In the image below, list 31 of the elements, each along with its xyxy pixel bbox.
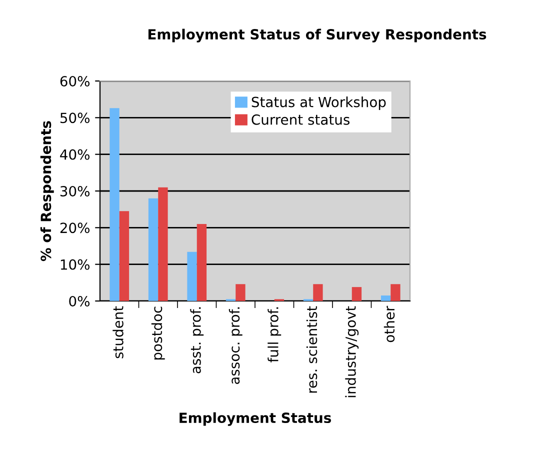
x-tick-label: full prof. bbox=[268, 307, 282, 362]
bar bbox=[110, 108, 120, 301]
y-tick-label: 30% bbox=[60, 186, 90, 196]
y-tick-label: 0% bbox=[69, 296, 90, 306]
y-tick-label: 10% bbox=[60, 259, 90, 270]
bar bbox=[148, 198, 158, 301]
x-tick-label: assoc. prof. bbox=[228, 307, 242, 384]
bar bbox=[380, 296, 391, 301]
y-tick-label: 20% bbox=[60, 222, 90, 234]
y-tick-label: 60% bbox=[60, 76, 90, 86]
y-tick-label: 40% bbox=[60, 149, 90, 160]
x-tick-label: res. scientist bbox=[306, 306, 318, 393]
x-tick-label: other bbox=[384, 306, 395, 342]
y-tick-label: 50% bbox=[60, 112, 90, 124]
bar bbox=[236, 284, 246, 301]
bar bbox=[187, 252, 197, 301]
x-tick-label: asst. prof. bbox=[190, 307, 204, 374]
chart-title: Employment Status of Survey Respondents bbox=[148, 28, 486, 42]
bar bbox=[313, 284, 323, 301]
x-axis-title: Employment Status bbox=[180, 412, 332, 426]
x-tick-label: postdoc bbox=[151, 306, 165, 360]
bar bbox=[158, 187, 168, 301]
bar bbox=[352, 287, 362, 301]
legend-label: Current status bbox=[252, 114, 350, 125]
bar bbox=[119, 211, 130, 301]
bar bbox=[196, 224, 207, 301]
bar bbox=[390, 284, 400, 301]
y-axis-title: % of Respondents bbox=[40, 121, 54, 262]
x-tick-label: student bbox=[112, 306, 124, 358]
legend-label: Status at Workshop bbox=[252, 96, 386, 110]
x-tick-label: industry/govt bbox=[345, 306, 359, 398]
